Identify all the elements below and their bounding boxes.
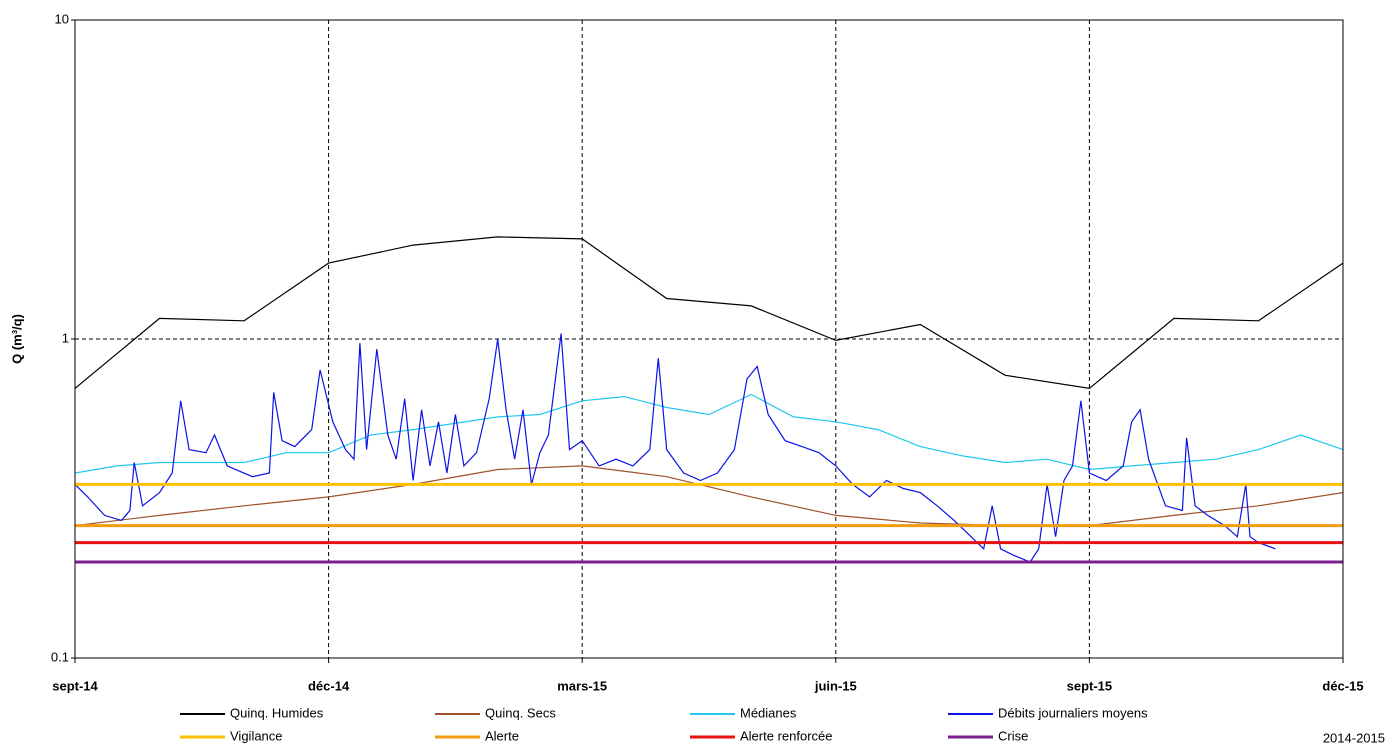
- y-axis-label: Q (m³/q): [9, 314, 24, 364]
- y-tick-label: 1: [62, 330, 69, 345]
- legend-label: Débits journaliers moyens: [998, 705, 1148, 720]
- x-tick-label: juin-15: [814, 678, 857, 693]
- data-line: [74, 236, 1344, 390]
- data-line: [74, 333, 1276, 563]
- y-tick-label: 0.1: [51, 649, 69, 664]
- x-tick-label: sept-14: [52, 678, 98, 693]
- x-tick-label: mars-15: [557, 678, 607, 693]
- legend-label: Alerte renforcée: [740, 728, 833, 743]
- y-tick-label: 10: [55, 11, 69, 26]
- data-line: [74, 465, 1344, 527]
- plot-border: [74, 19, 1344, 659]
- annotation: 2014-2015: [1323, 730, 1385, 745]
- legend-label: Vigilance: [230, 728, 283, 743]
- data-line: [74, 393, 1344, 474]
- legend-label: Médianes: [740, 705, 797, 720]
- x-tick-label: déc-15: [1322, 678, 1363, 693]
- legend-label: Quinq. Secs: [485, 705, 556, 720]
- legend-label: Crise: [998, 728, 1028, 743]
- legend-label: Alerte: [485, 728, 519, 743]
- x-tick-label: déc-14: [308, 678, 350, 693]
- x-tick-label: sept-15: [1067, 678, 1113, 693]
- legend-label: Quinq. Humides: [230, 705, 324, 720]
